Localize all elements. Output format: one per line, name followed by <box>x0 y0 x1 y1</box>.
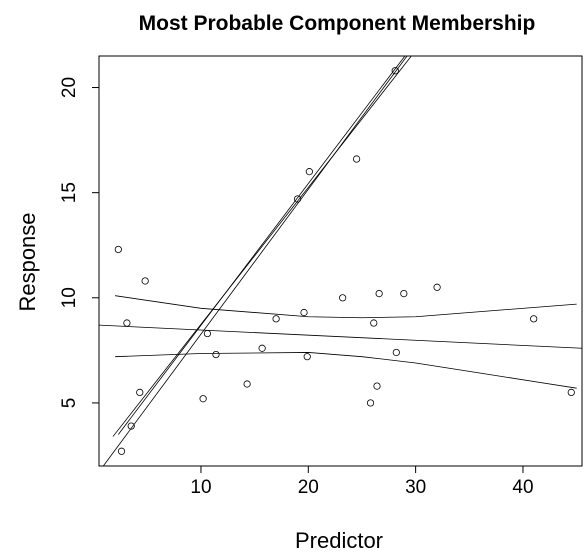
x-axis-label: Predictor <box>295 528 383 553</box>
data-point <box>530 315 538 323</box>
data-point <box>373 382 381 390</box>
y-axis-label: Response <box>15 212 40 311</box>
data-point <box>433 283 441 291</box>
data-point <box>300 308 308 317</box>
data-point <box>293 195 302 203</box>
data-point <box>305 168 313 176</box>
chart-title: Most Probable Component Membership <box>139 12 536 35</box>
y-tick-label: 5 <box>59 398 80 409</box>
x-tick-label: 30 <box>405 477 426 498</box>
y-axis: 5 10 15 20 <box>59 77 100 409</box>
data-points <box>114 67 575 455</box>
y-tick-label: 10 <box>59 287 80 308</box>
data-point <box>352 155 361 163</box>
x-tick-label: 40 <box>512 477 533 498</box>
data-point <box>258 344 266 352</box>
data-point <box>567 388 575 397</box>
data-point <box>272 315 280 323</box>
x-tick-label: 20 <box>298 477 319 498</box>
data-point <box>141 277 149 285</box>
y-tick-label: 20 <box>59 77 80 98</box>
fit-lines <box>99 56 582 466</box>
fit-line-3 <box>102 56 408 466</box>
data-point <box>123 319 131 327</box>
plot-frame <box>98 55 583 467</box>
data-point <box>199 395 207 403</box>
x-axis: 10 20 30 40 <box>190 465 534 498</box>
data-point <box>366 399 375 407</box>
data-point <box>212 350 220 359</box>
confidence-band-5 <box>118 56 406 435</box>
confidence-band-1 <box>115 295 577 319</box>
x-tick-label: 10 <box>190 477 211 498</box>
data-point <box>400 289 408 298</box>
data-point <box>117 447 126 455</box>
data-point <box>391 67 399 75</box>
data-point <box>392 348 400 357</box>
data-point <box>114 245 122 254</box>
data-point <box>375 289 383 298</box>
confidence-band-2 <box>115 352 577 389</box>
data-point <box>127 422 135 430</box>
data-point <box>136 388 144 397</box>
data-point <box>370 319 378 327</box>
data-point <box>339 294 347 302</box>
data-point <box>203 329 212 338</box>
data-point <box>303 353 311 361</box>
data-point <box>243 380 251 388</box>
y-tick-label: 15 <box>59 182 80 203</box>
fit-line-0 <box>99 324 582 349</box>
confidence-band-4 <box>112 56 412 437</box>
